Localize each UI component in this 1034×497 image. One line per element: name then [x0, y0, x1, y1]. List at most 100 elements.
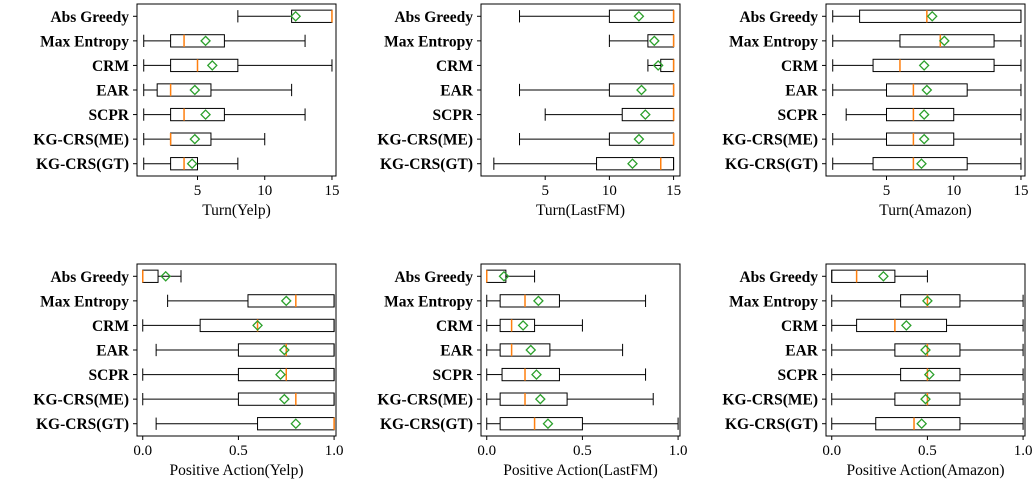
x-axis-label: Turn(Amazon)	[879, 202, 971, 219]
box-ear: EAR	[96, 83, 291, 100]
method-label: Abs Greedy	[50, 9, 129, 26]
mean-marker	[291, 12, 300, 21]
method-label: CRM	[436, 58, 473, 75]
x-tick-label: 10	[257, 183, 272, 199]
mean-marker	[637, 86, 646, 95]
iqr-box	[500, 319, 534, 331]
box-scpr: SCPR	[433, 367, 646, 384]
mean-marker	[917, 419, 926, 428]
chart-panel: Abs Greedy Max Entropy CRM EAR SCPR KG-CRS(ME…	[722, 264, 1032, 479]
box-kg-crs-gt: KG-CRS(GT)	[36, 416, 334, 433]
mean-marker	[280, 346, 289, 355]
box-kg-crs-me: KG-CRS(ME)	[377, 132, 673, 149]
box-scpr: SCPR	[778, 367, 1024, 384]
x-tick-label: 10	[602, 183, 617, 199]
method-label: SCPR	[433, 107, 474, 124]
mean-marker	[190, 86, 199, 95]
mean-marker	[519, 321, 528, 330]
iqr-box	[873, 158, 967, 170]
method-label: KG-CRS(GT)	[380, 416, 473, 433]
method-label: Abs Greedy	[739, 9, 818, 26]
box-ear: EAR	[440, 83, 673, 100]
method-label: CRM	[92, 58, 129, 75]
method-label: SCPR	[778, 367, 819, 384]
box-max-entropy: Max Entropy	[384, 293, 645, 310]
mean-marker	[928, 12, 937, 21]
box-abs-greedy: Abs Greedy	[394, 269, 534, 286]
iqr-box	[622, 108, 673, 120]
mean-marker	[902, 321, 911, 330]
box-kg-crs-gt: KG-CRS(GT)	[725, 416, 1023, 433]
box-ear: EAR	[785, 83, 1021, 100]
iqr-box	[597, 158, 674, 170]
method-label: Max Entropy	[40, 293, 129, 310]
box-max-entropy: Max Entropy	[40, 293, 334, 310]
mean-marker	[650, 36, 659, 45]
iqr-box	[157, 84, 211, 96]
mean-marker	[201, 110, 210, 119]
x-tick-label: 15	[1013, 183, 1028, 199]
box-kg-crs-gt: KG-CRS(GT)	[380, 416, 678, 433]
iqr-box	[832, 270, 895, 282]
mean-marker	[188, 159, 197, 168]
mean-marker	[920, 61, 929, 70]
iqr-box	[873, 59, 994, 71]
box-max-entropy: Max Entropy	[729, 33, 1021, 50]
mean-marker	[921, 395, 930, 404]
box-abs-greedy: Abs Greedy	[50, 9, 331, 26]
x-tick-label: 1.0	[1014, 443, 1033, 459]
method-label: CRM	[436, 318, 473, 335]
x-axis-label: Positive Action(LastFM)	[503, 462, 658, 479]
method-label: Max Entropy	[729, 33, 818, 50]
method-label: KG-CRS(GT)	[380, 156, 473, 173]
chart-panel: Abs Greedy Max Entropy CRM EAR SCPR KG-CRS(ME…	[33, 4, 339, 219]
box-abs-greedy: Abs Greedy	[739, 9, 1020, 26]
mean-marker	[920, 135, 929, 144]
x-tick-label: 10	[946, 183, 961, 199]
method-label: SCPR	[778, 107, 819, 124]
mean-marker	[879, 272, 888, 281]
mean-marker	[291, 419, 300, 428]
method-label: EAR	[785, 343, 819, 360]
method-label: Abs Greedy	[739, 269, 818, 286]
mean-marker	[920, 110, 929, 119]
box-crm: CRM	[781, 58, 1021, 75]
method-label: EAR	[440, 343, 474, 360]
mean-marker	[921, 346, 930, 355]
mean-marker	[634, 12, 643, 21]
box-crm: CRM	[92, 58, 332, 75]
method-label: Abs Greedy	[394, 9, 473, 26]
mean-marker	[917, 159, 926, 168]
mean-marker	[282, 296, 291, 305]
x-tick-label: 15	[324, 183, 339, 199]
x-tick-label: 5	[883, 183, 891, 199]
x-tick-label: 1.0	[669, 443, 688, 459]
box-kg-crs-me: KG-CRS(ME)	[33, 392, 334, 409]
method-label: KG-CRS(GT)	[36, 416, 129, 433]
x-tick-label: 1.0	[325, 443, 344, 459]
box-abs-greedy: Abs Greedy	[394, 9, 673, 26]
method-label: EAR	[785, 83, 819, 100]
iqr-box	[171, 35, 225, 47]
iqr-box	[171, 59, 238, 71]
box-scpr: SCPR	[433, 107, 674, 124]
box-max-entropy: Max Entropy	[384, 33, 673, 50]
method-label: KG-CRS(GT)	[725, 416, 818, 433]
mean-marker	[641, 110, 650, 119]
mean-marker	[208, 61, 217, 70]
chart-panel: Abs Greedy Max Entropy CRM EAR SCPR KG-CRS(ME…	[377, 264, 687, 479]
box-kg-crs-me: KG-CRS(ME)	[377, 392, 653, 409]
method-label: KG-CRS(ME)	[722, 132, 818, 149]
box-crm: CRM	[436, 318, 582, 335]
mean-marker	[922, 86, 931, 95]
method-label: KG-CRS(ME)	[377, 392, 473, 409]
method-label: Max Entropy	[729, 293, 818, 310]
iqr-box	[648, 35, 674, 47]
method-label: Max Entropy	[384, 293, 473, 310]
x-axis-label: Positive Action(Amazon)	[847, 462, 1005, 479]
x-tick-label: 5	[541, 183, 549, 199]
method-label: KG-CRS(ME)	[377, 132, 473, 149]
iqr-box	[860, 10, 1021, 22]
box-scpr: SCPR	[89, 367, 335, 384]
